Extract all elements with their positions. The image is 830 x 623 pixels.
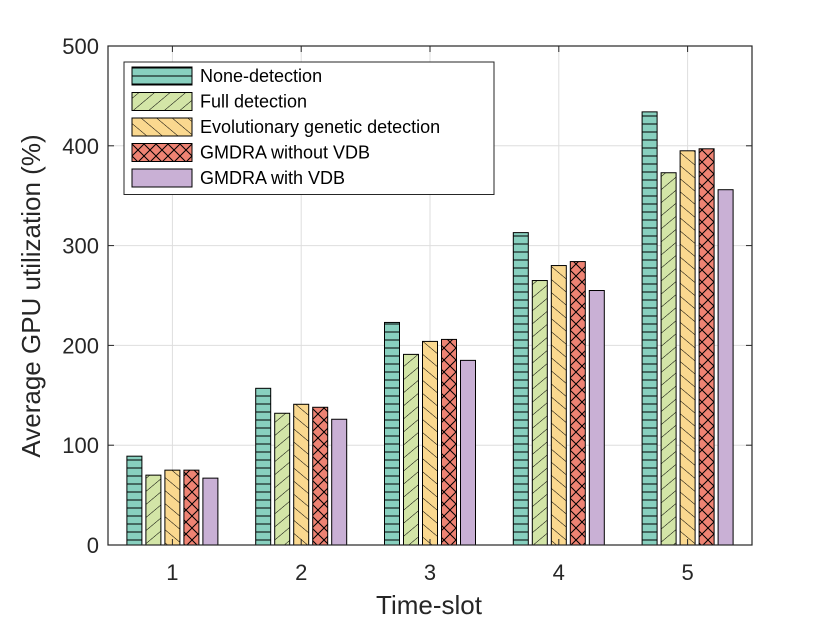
- legend-swatch-hatch: [132, 143, 192, 162]
- legend-swatch-outline: [131, 92, 193, 111]
- bar: [202, 478, 218, 545]
- y-axis-label: Average GPU utilization (%): [16, 134, 46, 457]
- legend: None-detection Full detection Evolutionary…: [123, 61, 495, 195]
- x-tick-label: 1: [166, 560, 178, 585]
- legend-swatch-hatch: [132, 92, 192, 111]
- legend-label: None-detection: [200, 66, 322, 86]
- bar-hatch: [513, 232, 529, 545]
- legend-swatch-outline: [131, 168, 193, 188]
- axes: 0 100 200 300 400 500 1 2 3 4 5: [62, 34, 753, 585]
- bar-hatch: [441, 339, 457, 545]
- bar-hatch: [532, 280, 548, 545]
- legend-swatch-hatch: [132, 118, 192, 136]
- bar-hatch: [145, 475, 161, 545]
- bar-hatch: [312, 407, 328, 545]
- bar-hatch: [680, 150, 696, 546]
- y-tick-label: 500: [62, 34, 99, 59]
- x-tick-label: 5: [681, 560, 693, 585]
- legend-swatch-hatch: [132, 67, 192, 85]
- bar-hatch: [274, 413, 290, 545]
- legend-label: Evolutionary genetic detection: [200, 117, 440, 137]
- bar: [460, 360, 476, 545]
- bar-hatch: [183, 470, 199, 545]
- legend-label: GMDRA with VDB: [200, 168, 345, 188]
- bar-hatch: [642, 111, 658, 546]
- x-axis-label: Time-slot: [376, 590, 483, 620]
- legend-swatch-outline: [131, 117, 193, 137]
- x-tick-label: 2: [295, 560, 307, 585]
- bar: [589, 290, 605, 545]
- bar-hatch: [164, 470, 180, 545]
- legend-label: GMDRA without VDB: [200, 143, 370, 163]
- y-tick-label: 100: [62, 433, 99, 458]
- legend-swatch: [132, 169, 192, 187]
- bar-hatch: [661, 172, 677, 545]
- x-tick-label: 4: [553, 560, 565, 585]
- legend-swatch-outline: [131, 66, 193, 86]
- bar: [331, 419, 347, 545]
- bar-hatch: [699, 148, 715, 545]
- y-tick-label: 0: [87, 533, 99, 558]
- bar-hatch: [422, 341, 438, 545]
- legend-label: Full detection: [200, 92, 307, 112]
- bar-hatch: [384, 322, 400, 545]
- y-tick-label: 400: [62, 134, 99, 159]
- bar-hatch: [255, 388, 271, 545]
- bar-hatch: [551, 265, 567, 545]
- y-tick-label: 200: [62, 333, 99, 358]
- bar-hatch: [403, 354, 419, 545]
- legend-swatch-outline: [131, 143, 193, 162]
- x-tick-label: 3: [424, 560, 436, 585]
- bar: [718, 189, 734, 545]
- bar-hatch: [126, 456, 142, 545]
- y-tick-label: 300: [62, 234, 99, 259]
- bar-hatch: [570, 261, 586, 545]
- bar-hatch: [293, 404, 309, 545]
